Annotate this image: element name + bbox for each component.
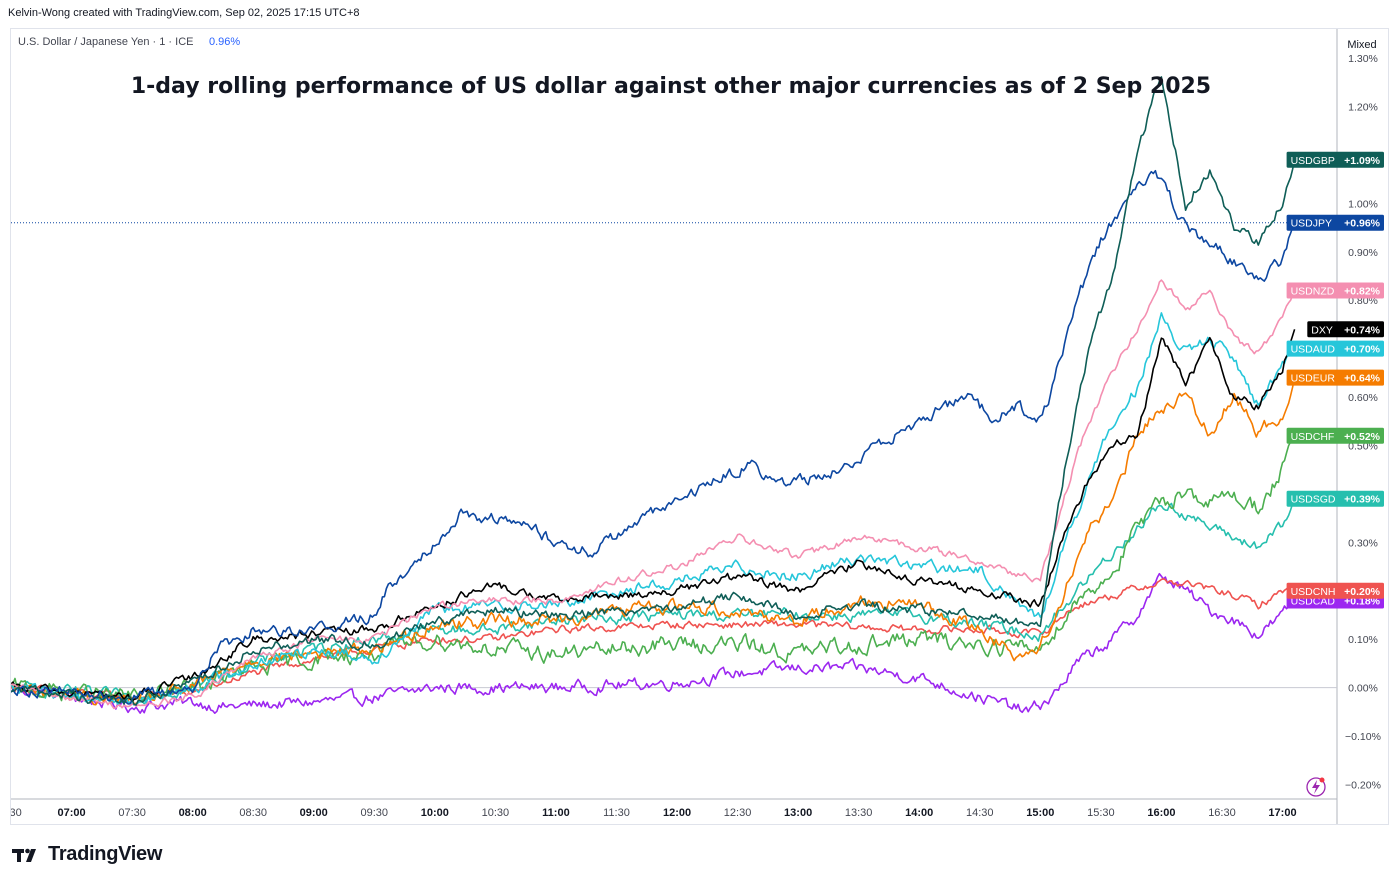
series-line-usdchf[interactable] [11, 435, 1296, 702]
series-label-box [1286, 490, 1384, 507]
x-tick-label: 07:30 [118, 807, 146, 819]
y-tick-label: 1.20% [1348, 101, 1378, 113]
series-name: USDCHF [1291, 431, 1335, 443]
x-tick-label: 13:00 [784, 807, 812, 819]
x-tick-label: 17:00 [1268, 807, 1296, 819]
series-value: +0.20% [1344, 586, 1381, 598]
series-label-dxy[interactable]: DXY +0.74% [1307, 321, 1384, 338]
series-label-box [1286, 582, 1384, 599]
y-tick-label: −0.10% [1345, 731, 1381, 743]
x-tick-label: 10:00 [421, 807, 449, 819]
y-tick-label: 0.10% [1348, 634, 1378, 646]
symbol-value: 0.96% [209, 36, 240, 48]
tradingview-logo[interactable]: TradingView [12, 843, 162, 866]
series-line-usdjpy[interactable] [11, 169, 1296, 705]
series-label-usdeur[interactable]: USDEUR +0.64% [1286, 369, 1384, 386]
y-tick-label: 0.60% [1348, 392, 1378, 404]
x-tick-label: 14:30 [966, 807, 994, 819]
x-tick-label: 11:30 [603, 807, 630, 819]
x-tick-label: 12:00 [663, 807, 691, 819]
series-value: +0.52% [1344, 431, 1381, 443]
tradingview-logo-icon [12, 848, 36, 862]
series-name: USDAUD [1291, 344, 1336, 356]
series-label-usdjpy[interactable]: USDJPY +0.96% [1286, 214, 1384, 231]
series-name: USDCNH [1291, 586, 1336, 598]
chart-canvas[interactable]: 1.30%1.20%1.10%1.00%0.90%0.80%0.70%0.60%… [11, 29, 1388, 824]
series-value: +0.39% [1344, 494, 1381, 506]
series-name: USDJPY [1291, 218, 1332, 230]
y-tick-label: 1.00% [1348, 198, 1378, 210]
tradingview-wordmark: TradingView [48, 843, 163, 865]
series-label-box [1286, 427, 1384, 444]
series-name: USDGBP [1291, 155, 1335, 167]
y-tick-label: 0.90% [1348, 247, 1378, 259]
x-tick-label: 15:30 [1087, 807, 1115, 819]
series-value: +0.74% [1344, 324, 1381, 336]
x-tick-label: 16:00 [1147, 807, 1175, 819]
x-tick-label: 08:00 [179, 807, 207, 819]
x-tick-label: 15:00 [1026, 807, 1054, 819]
series-value: +1.09% [1344, 155, 1381, 167]
series-value: +0.64% [1344, 373, 1381, 385]
series-name: DXY [1311, 324, 1333, 336]
series-label-usdgbp[interactable]: USDGBP +1.09% [1286, 151, 1384, 168]
series-line-usdsgd[interactable] [11, 498, 1296, 705]
y-tick-label: 1.30% [1348, 53, 1378, 65]
x-tick-label: 16:30 [1208, 807, 1236, 819]
scale-mode-button[interactable]: Mixed [1347, 39, 1376, 51]
chart-title: 1-day rolling performance of US dollar a… [131, 74, 1211, 99]
series-label-box [1286, 369, 1384, 386]
chart-credit: Kelvin-Wong created with TradingView.com… [8, 7, 360, 19]
y-tick-label: −0.20% [1345, 779, 1381, 791]
series-label-box [1286, 151, 1384, 168]
series-value: +0.70% [1344, 344, 1381, 356]
x-tick-label: 09:30 [361, 807, 389, 819]
series-label-usdcnh[interactable]: USDCNH +0.20% [1286, 582, 1384, 599]
series-label-usdnzd[interactable]: USDNZD +0.82% [1286, 282, 1384, 299]
x-tick-label: 12:30 [724, 807, 752, 819]
chart-frame[interactable]: 1.30%1.20%1.10%1.00%0.90%0.80%0.70%0.60%… [10, 28, 1389, 825]
series-name: USDEUR [1291, 373, 1336, 385]
series-label-box [1286, 340, 1384, 357]
series-label-box [1307, 321, 1384, 338]
x-tick-label: 11:00 [542, 807, 570, 819]
series-line-usdgbp[interactable] [11, 76, 1296, 706]
x-tick-label: 13:30 [845, 807, 873, 819]
x-tick-label: 6:30 [11, 807, 22, 819]
series-line-dxy[interactable] [11, 329, 1296, 702]
series-value: +0.82% [1344, 286, 1381, 298]
y-tick-label: 0.30% [1348, 537, 1378, 549]
symbol-description[interactable]: U.S. Dollar / Japanese Yen · 1 · ICE [18, 36, 193, 48]
series-label-usdaud[interactable]: USDAUD +0.70% [1286, 340, 1384, 357]
series-label-box [1286, 282, 1384, 299]
x-tick-label: 14:00 [905, 807, 933, 819]
series-name: USDNZD [1291, 286, 1335, 298]
alert-lightning-icon[interactable] [1306, 777, 1326, 797]
series-name: USDSGD [1291, 494, 1336, 506]
x-tick-label: 08:30 [239, 807, 267, 819]
series-line-usdaud[interactable] [11, 312, 1296, 706]
series-label-usdchf[interactable]: USDCHF +0.52% [1286, 427, 1384, 444]
series-line-usdcad[interactable] [11, 572, 1296, 714]
y-tick-label: 0.00% [1348, 683, 1378, 695]
series-value: +0.96% [1344, 218, 1381, 230]
series-label-usdsgd[interactable]: USDSGD +0.39% [1286, 490, 1384, 507]
series-line-usdnzd[interactable] [11, 279, 1296, 710]
x-tick-label: 07:00 [57, 807, 85, 819]
series-line-usdeur[interactable] [11, 377, 1296, 706]
series-label-box [1286, 214, 1384, 231]
x-tick-label: 09:00 [300, 807, 328, 819]
x-tick-label: 10:30 [482, 807, 510, 819]
